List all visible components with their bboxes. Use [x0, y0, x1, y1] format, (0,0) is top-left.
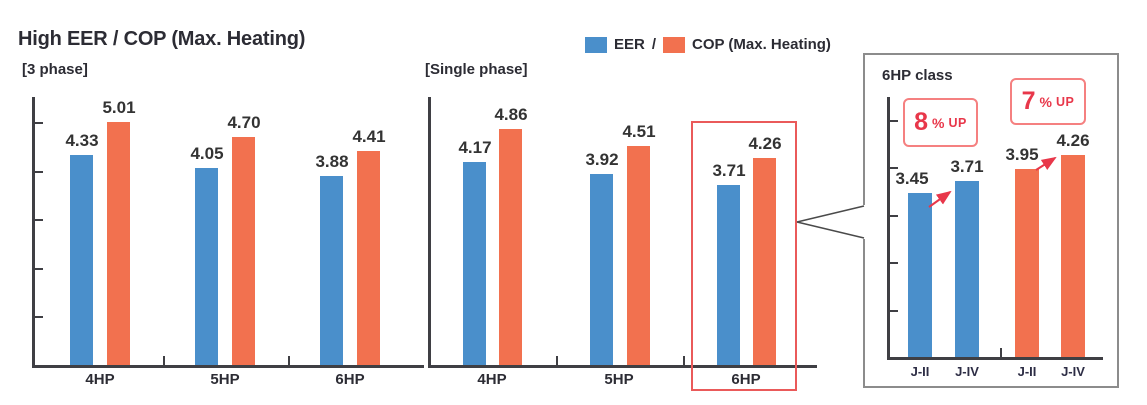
eer-legend-label: EER [614, 36, 645, 53]
data-label: 3.92 [585, 150, 619, 169]
y-axis-tick [35, 122, 43, 124]
data-label: 4.51 [622, 122, 656, 141]
y-axis [887, 97, 890, 360]
category-label-4hp: 4HP [85, 371, 115, 388]
single-phase-label: [Single phase] [425, 61, 528, 78]
category-label-6hp: 6HP [731, 371, 761, 388]
data-label: 4.26 [1056, 131, 1090, 150]
data-label: 4.33 [65, 131, 99, 150]
category-label-5hp: 5HP [210, 371, 240, 388]
data-label: 4.86 [494, 105, 528, 124]
bar-eer-4hp [70, 155, 93, 365]
legend-separator: / [651, 36, 657, 53]
eight-percent-up-badge: 8 % UP [903, 98, 978, 147]
x-axis-tick [1000, 348, 1002, 357]
category-label-j-ii: J-II [910, 364, 930, 379]
y-axis-tick [890, 120, 898, 122]
x-axis-tick [288, 356, 290, 365]
category-label-j-ii: J-II [1017, 364, 1037, 379]
y-axis-tick [35, 268, 43, 270]
badge-number: 7 [1021, 87, 1036, 115]
page-title: High EER / COP (Max. Heating) [18, 28, 306, 50]
bar-cop-6hp [357, 151, 380, 365]
bar-eer-4hp [463, 162, 486, 365]
y-axis-tick [890, 215, 898, 217]
cop-legend-swatch [663, 36, 686, 53]
x-axis-tick [683, 356, 685, 365]
y-axis-tick [35, 171, 43, 173]
bar-eer-6hp [320, 176, 343, 365]
bar-j-iv-3 [1061, 155, 1085, 357]
data-label: 3.95 [1005, 145, 1039, 164]
data-label: 4.41 [352, 127, 386, 146]
category-label-6hp: 6HP [335, 371, 365, 388]
bar-j-ii-2 [1015, 169, 1039, 357]
x-axis-tick [556, 356, 558, 365]
bar-cop-6hp [753, 158, 776, 365]
x-axis [428, 365, 817, 368]
six-hp-highlight-box [691, 121, 797, 391]
bar-cop-5hp [232, 137, 255, 365]
data-label: 5.01 [102, 98, 136, 117]
three-phase-label: [3 phase] [22, 61, 88, 78]
badge-up-label: UP [948, 115, 967, 130]
bar-cop-4hp [499, 129, 522, 365]
category-label-5hp: 5HP [604, 371, 634, 388]
y-axis [32, 97, 35, 368]
panel-title: 6HP class [882, 67, 953, 84]
category-label-4hp: 4HP [477, 371, 507, 388]
y-axis-tick [890, 262, 898, 264]
bar-cop-5hp [627, 146, 650, 365]
seven-percent-up-badge: 7 % UP [1010, 78, 1086, 125]
bar-cop-4hp [107, 122, 130, 365]
y-axis [428, 97, 431, 368]
data-label: 3.71 [712, 161, 746, 180]
x-axis [32, 365, 424, 368]
data-label: 4.70 [227, 113, 261, 132]
badge-percent-sign: % [932, 114, 945, 131]
data-label: 4.26 [748, 134, 782, 153]
eer-legend-swatch [585, 36, 607, 53]
badge-number: 8 [914, 108, 929, 136]
bar-j-iv-1 [955, 181, 979, 357]
y-axis-tick [890, 167, 898, 169]
y-axis-tick [35, 316, 43, 318]
badge-percent-sign: % [1039, 93, 1052, 110]
data-label: 3.88 [315, 152, 349, 171]
x-axis-tick [163, 356, 165, 365]
bar-j-ii-0 [908, 193, 932, 357]
y-axis-tick [890, 310, 898, 312]
bar-eer-5hp [195, 168, 218, 365]
bar-eer-6hp [717, 185, 740, 365]
bar-eer-5hp [590, 174, 613, 365]
data-label: 3.71 [950, 157, 984, 176]
cop-legend-label: COP (Max. Heating) [692, 36, 831, 53]
legend: EER / COP (Max. Heating) [585, 36, 831, 53]
data-label: 4.05 [190, 144, 224, 163]
category-label-j-iv: J-IV [1061, 364, 1085, 379]
badge-up-label: UP [1055, 94, 1075, 109]
data-label: 4.17 [458, 138, 492, 157]
y-axis-tick [35, 219, 43, 221]
x-axis [887, 357, 1103, 360]
data-label: 3.45 [895, 169, 929, 188]
category-label-j-iv: J-IV [955, 364, 979, 379]
